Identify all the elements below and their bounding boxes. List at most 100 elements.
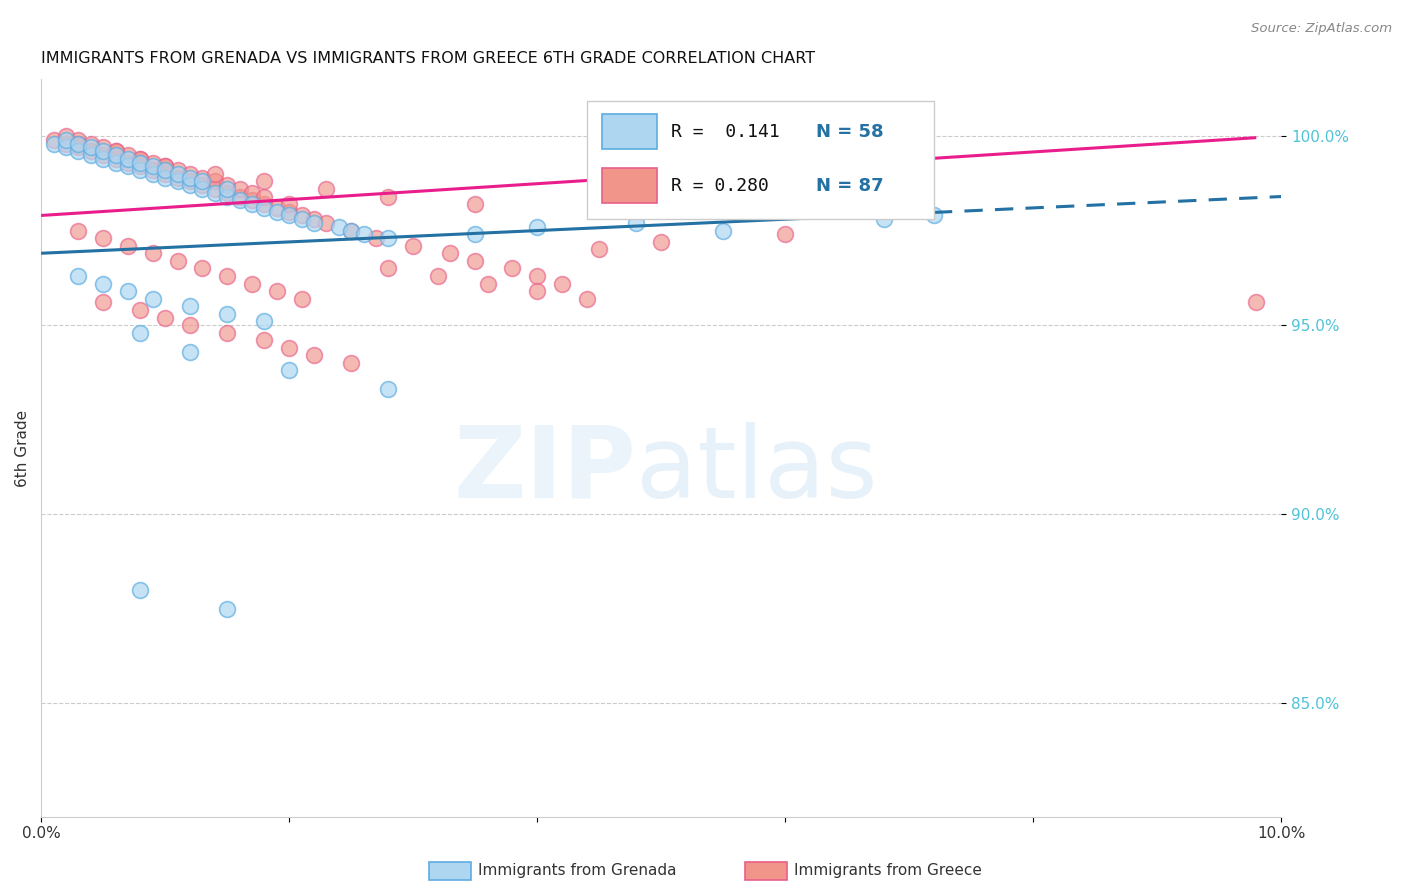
Point	[315, 182, 337, 196]
Point	[217, 182, 239, 196]
Point	[142, 159, 165, 173]
Point	[302, 212, 325, 227]
Point	[302, 216, 325, 230]
Point	[551, 277, 574, 291]
Point	[217, 601, 239, 615]
Point	[55, 133, 77, 147]
Point	[80, 140, 103, 154]
Point	[166, 170, 188, 185]
Point	[191, 261, 214, 276]
FancyBboxPatch shape	[602, 114, 658, 149]
Point	[526, 268, 548, 283]
Point	[91, 231, 114, 245]
Text: atlas: atlas	[637, 422, 877, 518]
Point	[464, 227, 486, 242]
Point	[179, 318, 201, 332]
Point	[526, 284, 548, 298]
Y-axis label: 6th Grade: 6th Grade	[15, 409, 30, 486]
Point	[650, 235, 672, 249]
FancyBboxPatch shape	[602, 168, 658, 203]
Point	[129, 155, 152, 169]
Point	[91, 140, 114, 154]
Point	[104, 144, 127, 158]
Point	[91, 152, 114, 166]
Point	[426, 268, 449, 283]
Point	[290, 212, 312, 227]
Point	[153, 159, 176, 173]
Point	[217, 268, 239, 283]
Point	[353, 227, 375, 242]
Point	[67, 136, 90, 151]
Point	[153, 170, 176, 185]
Point	[91, 144, 114, 158]
Point	[67, 268, 90, 283]
Point	[80, 148, 103, 162]
Point	[179, 167, 201, 181]
Point	[91, 148, 114, 162]
Point	[253, 201, 276, 215]
Point	[464, 253, 486, 268]
Text: N = 58: N = 58	[815, 123, 884, 142]
Point	[588, 243, 610, 257]
Point	[166, 163, 188, 178]
Point	[266, 284, 288, 298]
Point	[129, 326, 152, 340]
Point	[142, 167, 165, 181]
Point	[377, 383, 399, 397]
Point	[377, 261, 399, 276]
Point	[240, 197, 263, 211]
Point	[129, 582, 152, 597]
Text: Immigrants from Greece: Immigrants from Greece	[794, 863, 983, 878]
Point	[42, 133, 65, 147]
Point	[253, 333, 276, 347]
Point	[464, 197, 486, 211]
Point	[217, 186, 239, 200]
Point	[266, 204, 288, 219]
Text: Immigrants from Grenada: Immigrants from Grenada	[478, 863, 676, 878]
Point	[179, 299, 201, 313]
Point	[129, 152, 152, 166]
Point	[117, 155, 139, 169]
Point	[253, 197, 276, 211]
Point	[55, 129, 77, 144]
Point	[67, 136, 90, 151]
Point	[266, 201, 288, 215]
Point	[67, 144, 90, 158]
Point	[117, 152, 139, 166]
Point	[873, 212, 896, 227]
Point	[91, 277, 114, 291]
Point	[290, 209, 312, 223]
Point	[142, 155, 165, 169]
Point	[302, 348, 325, 362]
Point	[340, 223, 363, 237]
Point	[217, 189, 239, 203]
Point	[575, 292, 598, 306]
Point	[377, 189, 399, 203]
Point	[153, 163, 176, 178]
Point	[67, 133, 90, 147]
Point	[253, 314, 276, 328]
Point	[340, 223, 363, 237]
Point	[42, 136, 65, 151]
Point	[67, 140, 90, 154]
Point	[253, 174, 276, 188]
Point	[228, 189, 250, 203]
Point	[217, 326, 239, 340]
Point	[204, 167, 226, 181]
Text: N = 87: N = 87	[815, 178, 884, 195]
Point	[153, 167, 176, 181]
Point	[104, 144, 127, 158]
Point	[117, 159, 139, 173]
Point	[240, 186, 263, 200]
Point	[153, 159, 176, 173]
Point	[166, 174, 188, 188]
Point	[179, 178, 201, 193]
Point	[278, 341, 301, 355]
Point	[328, 219, 350, 234]
Point	[439, 246, 461, 260]
Point	[626, 216, 648, 230]
Point	[191, 174, 214, 188]
Point	[278, 204, 301, 219]
Point	[191, 182, 214, 196]
Point	[340, 356, 363, 370]
